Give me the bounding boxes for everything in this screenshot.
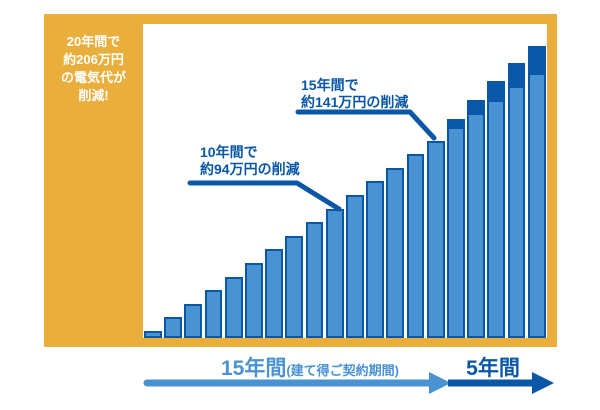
bar-extension-cap xyxy=(507,63,526,88)
badge-line-4: 削減! xyxy=(78,88,109,103)
bar-year-8 xyxy=(285,236,304,338)
bar-year-18 xyxy=(487,81,506,338)
bar-year-1 xyxy=(144,331,162,338)
pointer-line-year10 xyxy=(187,180,342,212)
annotation-year15-line1: 15年間で xyxy=(301,77,359,93)
savings-bar-chart: 10年間で 約94万円の削減 15年間で 約141万円の削減 xyxy=(143,24,547,338)
bar-extension-cap xyxy=(527,46,546,75)
annotation-year15-line2: 約141万円の削減 xyxy=(301,94,409,110)
annotation-year10-line1: 10年間で xyxy=(200,144,258,160)
pointer-line-year15 xyxy=(295,109,437,141)
bar-year-15 xyxy=(426,141,445,338)
timeline-arrows xyxy=(143,372,554,394)
badge-line-3: の電気代が xyxy=(60,70,126,85)
bar-year-20 xyxy=(527,46,546,338)
contract-period-label-main: 15年間 xyxy=(220,357,287,380)
bar-year-9 xyxy=(305,222,324,338)
annotation-pointer-lines xyxy=(187,109,437,212)
bar-year-19 xyxy=(507,63,526,338)
bar-extension-cap xyxy=(447,119,465,129)
annotation-year10-line2: 約94万円の削減 xyxy=(200,161,300,177)
bars xyxy=(143,24,547,338)
contract-period-label: 15年間(建て得ご契約期間) xyxy=(160,352,460,382)
bar-extension-cap xyxy=(487,81,506,102)
bar-year-2 xyxy=(164,317,182,338)
bar-year-6 xyxy=(245,263,263,338)
extension-period-label: 5年間 xyxy=(466,357,520,380)
bar-year-14 xyxy=(406,154,425,338)
bar-year-13 xyxy=(386,168,405,338)
extension-period-arrowhead-icon xyxy=(532,372,554,394)
bar-year-11 xyxy=(346,195,364,338)
bar-year-16 xyxy=(447,119,465,338)
badge-line-1: 20年間で xyxy=(66,34,121,49)
bar-year-7 xyxy=(265,249,283,338)
annotation-year15: 15年間で 約141万円の削減 xyxy=(301,77,408,111)
bar-year-12 xyxy=(366,181,384,338)
bar-year-5 xyxy=(224,277,243,338)
total-savings-badge: 20年間で 約206万円 の電気代が 削減! xyxy=(44,14,143,105)
bar-year-17 xyxy=(467,100,485,338)
contract-period-label-sub: (建て得ご契約期間) xyxy=(286,363,400,378)
bar-year-4 xyxy=(204,290,223,338)
badge-line-2: 約206万円 xyxy=(63,52,124,67)
contract-period-arrowhead-icon xyxy=(429,372,451,394)
bar-extension-cap xyxy=(467,100,485,115)
bar-year-10 xyxy=(325,209,344,338)
annotation-year10: 10年間で 約94万円の削減 xyxy=(200,144,300,178)
bar-year-3 xyxy=(184,304,203,338)
